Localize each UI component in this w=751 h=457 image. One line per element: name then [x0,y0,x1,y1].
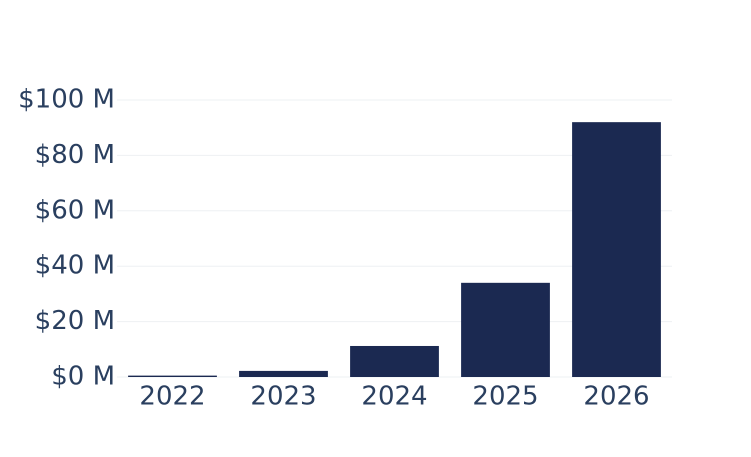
y-tick-label: $60 M [35,195,115,225]
y-tick-label: $40 M [35,251,115,281]
bar [128,375,217,377]
bar [461,282,550,377]
x-tick-label: 2024 [361,382,427,412]
x-tick-label: 2023 [250,382,316,412]
bar [572,122,661,377]
y-tick-label: $0 M [51,362,115,392]
y-tick-label: $20 M [35,306,115,336]
bar [239,370,328,377]
x-tick-label: 2022 [139,382,205,412]
y-tick-label: $80 M [35,140,115,170]
y-tick-label: $100 M [18,85,115,115]
bar [350,345,439,377]
x-tick-label: 2025 [472,382,538,412]
x-tick-label: 2026 [583,382,649,412]
